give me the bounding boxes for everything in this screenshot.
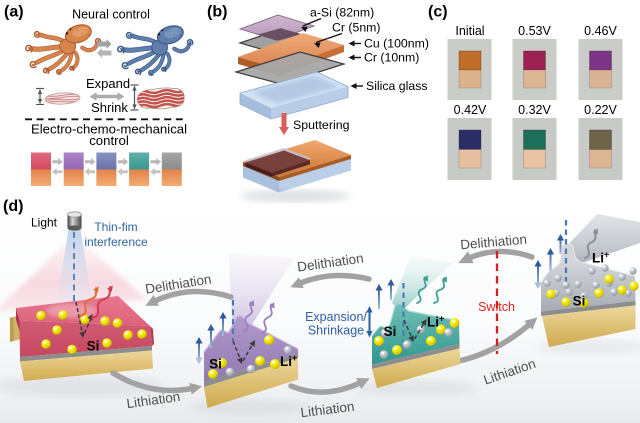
svg-text:Light: Light [31, 216, 58, 230]
svg-text:(a): (a) [4, 4, 24, 21]
svg-text:Thin-fim: Thin-fim [94, 220, 137, 234]
svg-text:Shrink: Shrink [91, 100, 128, 115]
svg-text:Delithiation: Delithiation [460, 232, 528, 253]
svg-text:Si: Si [384, 324, 397, 339]
svg-text:Switch: Switch [478, 300, 515, 314]
svg-text:Lithiation: Lithiation [126, 389, 182, 411]
svg-text:Cr (10nm): Cr (10nm) [364, 51, 419, 65]
svg-text:(c): (c) [428, 4, 448, 21]
svg-text:a-Si (82nm): a-Si (82nm) [310, 6, 374, 20]
svg-text:Initial: Initial [455, 24, 484, 38]
svg-text:(b): (b) [207, 4, 227, 21]
svg-text:interference: interference [84, 235, 148, 249]
svg-text:0.53V: 0.53V [518, 24, 551, 38]
svg-text:Si: Si [209, 357, 222, 372]
svg-text:0.46V: 0.46V [584, 24, 617, 38]
svg-text:Expansion/: Expansion/ [305, 310, 367, 324]
svg-text:0.32V: 0.32V [518, 103, 551, 117]
svg-text:Sputtering: Sputtering [293, 118, 350, 132]
svg-text:Silica glass: Silica glass [366, 79, 428, 93]
svg-text:Neural control: Neural control [72, 8, 150, 22]
svg-text:0.22V: 0.22V [584, 103, 617, 117]
svg-text:0.42V: 0.42V [454, 103, 487, 117]
svg-text:control: control [89, 133, 129, 148]
svg-text:Shrinkage: Shrinkage [308, 324, 364, 338]
svg-text:Expand: Expand [86, 76, 130, 91]
svg-text:Lithiation: Lithiation [300, 399, 355, 420]
svg-text:Si: Si [87, 339, 100, 354]
svg-text:Si: Si [573, 294, 586, 309]
svg-text:Electro-chemo-mechanical: Electro-chemo-mechanical [31, 122, 187, 137]
svg-text:Cu (100nm): Cu (100nm) [364, 37, 429, 51]
svg-text:(d): (d) [3, 198, 23, 215]
svg-text:Cr (5nm): Cr (5nm) [332, 21, 381, 35]
